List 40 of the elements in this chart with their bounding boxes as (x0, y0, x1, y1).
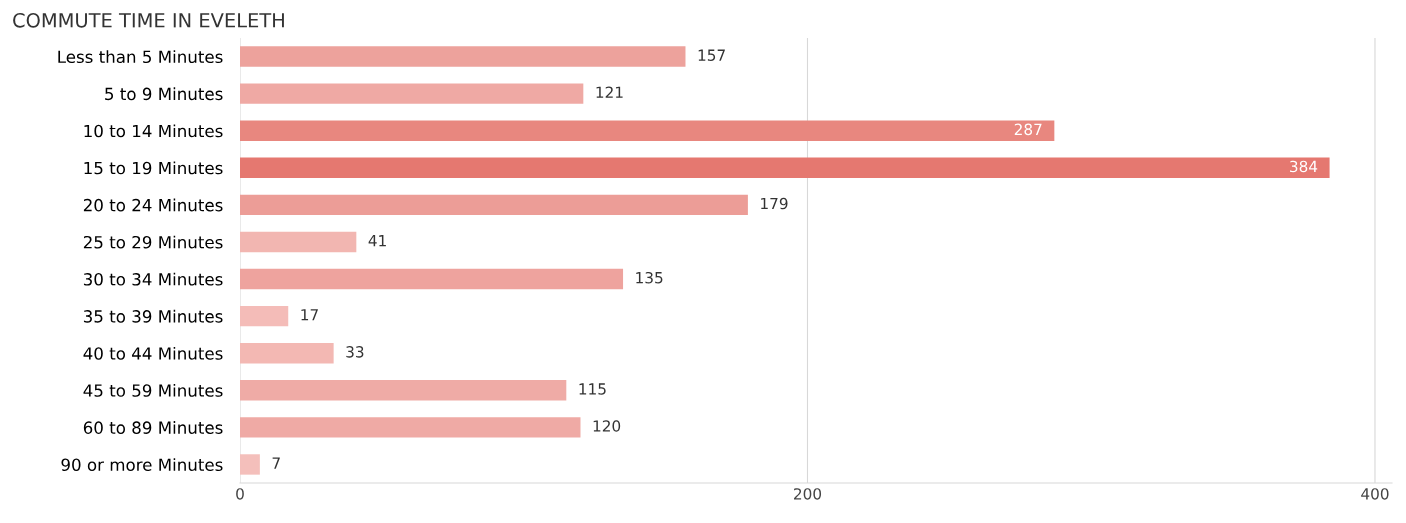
bar (240, 194, 748, 216)
data-label: 121 (596, 86, 623, 98)
bar (240, 157, 1330, 178)
bar (240, 120, 1055, 141)
y-tick-label: 45 to 59 Minutes (83, 383, 223, 397)
bar (240, 343, 334, 364)
y-tick-label: 60 to 89 Minutes (83, 421, 223, 434)
x-tick-label: 200 (794, 488, 822, 500)
data-label: 120 (593, 420, 621, 432)
y-tick-label: 10 to 14 Minutes (84, 124, 223, 138)
bar (240, 454, 260, 475)
data-label: 17 (301, 309, 318, 321)
y-tick-label: 25 to 29 Minutes (83, 235, 223, 249)
data-label: 135 (636, 271, 663, 284)
bar (240, 46, 686, 67)
data-label: 384 (1290, 160, 1318, 173)
chart-title: COMMUTE TIME IN EVELETH (13, 12, 284, 28)
data-label: 33 (346, 346, 364, 358)
bar (240, 417, 581, 438)
bar (240, 380, 567, 401)
data-label: 7 (272, 457, 280, 469)
data-label: 115 (579, 383, 606, 395)
y-tick-label: 35 to 39 Minutes (83, 309, 223, 323)
bar (240, 268, 624, 290)
x-tick-label: 400 (1361, 488, 1389, 500)
data-label: 41 (368, 235, 386, 247)
y-tick-label: 20 to 24 Minutes (83, 198, 223, 212)
bar (240, 305, 289, 327)
y-tick-label: Less than 5 Minutes (58, 50, 223, 64)
data-label: 157 (698, 49, 725, 61)
y-tick-label: 5 to 9 Minutes (105, 87, 223, 101)
y-tick-label: 30 to 34 Minutes (83, 272, 223, 286)
y-tick-label: 90 or more Minutes (61, 458, 223, 472)
data-label: 287 (1014, 123, 1042, 136)
x-tick-label: 0 (236, 488, 244, 500)
bar (240, 231, 357, 253)
data-label: 179 (761, 197, 788, 210)
y-tick-label: 15 to 19 Minutes (84, 161, 223, 175)
y-tick-label: 40 to 44 Minutes (83, 346, 223, 360)
bar (240, 83, 584, 104)
